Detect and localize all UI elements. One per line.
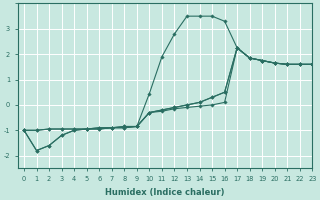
X-axis label: Humidex (Indice chaleur): Humidex (Indice chaleur) xyxy=(105,188,225,197)
